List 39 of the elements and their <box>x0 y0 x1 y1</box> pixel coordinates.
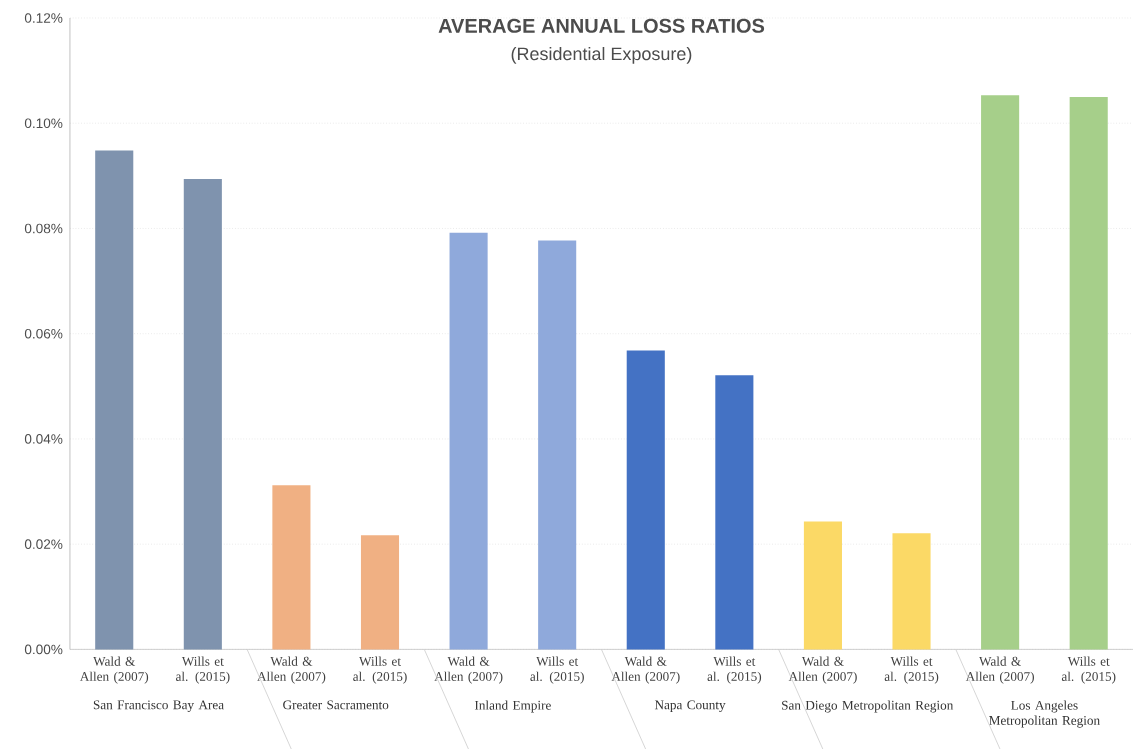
bar <box>360 535 400 650</box>
x-tick-label: Wills et al. (2015) <box>1061 656 1116 684</box>
bar <box>538 240 577 650</box>
y-tick-label: 0.08% <box>24 223 63 234</box>
x-tick-label: Wald & Allen (2007) <box>965 656 1034 684</box>
y-tick-label: 0.04% <box>24 433 63 444</box>
y-tick-label: 0.10% <box>24 118 63 128</box>
y-tick-label: 0.00% <box>24 644 63 655</box>
bar <box>981 95 1020 650</box>
y-tick-label: 0.02% <box>24 539 63 549</box>
x-tick-label: Wills et al. (2015) <box>884 656 939 684</box>
bar <box>715 375 754 650</box>
chart-title: AVERAGE ANNUAL LOSS RATIOS <box>438 18 765 33</box>
y-tick-label: 0.12% <box>24 13 63 23</box>
x-tick-label: Wills et al. (2015) <box>176 656 230 684</box>
bar <box>892 532 931 650</box>
bar <box>626 350 665 650</box>
text: (Residential Exposure) <box>511 46 692 64</box>
text: San Francisco Bay Area <box>93 700 224 712</box>
bar <box>1069 96 1108 650</box>
bar <box>803 521 842 650</box>
y-tick-label: 0.06% <box>24 328 63 339</box>
x-tick-label: Wald & Allen (2007) <box>611 656 680 684</box>
text: Greater Sacramento <box>283 700 389 710</box>
text: Inland Empire <box>474 700 551 713</box>
x-tick-label: Wills et al. (2015) <box>530 656 584 684</box>
bar <box>95 150 134 650</box>
x-tick-label: Wald & Allen (2007) <box>434 656 503 684</box>
bar <box>272 485 311 650</box>
x-tick-label: Wills et al. (2015) <box>707 656 762 684</box>
text: San Diego Metropolitan Region <box>782 700 954 713</box>
bar <box>183 178 222 650</box>
text: Los Angeles Metropolitan Region <box>989 700 1100 728</box>
x-tick-label: Wills et al. (2015) <box>353 656 407 684</box>
x-tick-label: Wald & Allen (2007) <box>79 656 149 684</box>
text: Napa County <box>654 700 726 712</box>
x-tick-label: Wald & Allen (2007) <box>257 656 326 684</box>
bar <box>449 232 488 650</box>
x-tick-label: Wald & Allen (2007) <box>788 656 857 684</box>
